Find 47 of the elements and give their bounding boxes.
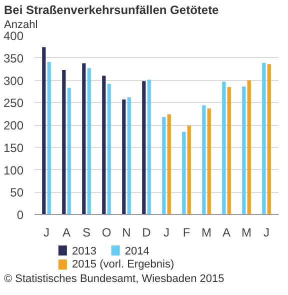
x-tick-label: J [264, 226, 270, 240]
bar [107, 84, 111, 214]
chart-title: Bei Straßenverkehrsunfällen Getötete [4, 2, 219, 19]
x-tick-label: J [44, 226, 50, 240]
bar [102, 76, 106, 214]
legend-label: 2013 [72, 246, 97, 258]
y-tick-label: 150 [3, 140, 24, 155]
y-tick-label: 250 [3, 96, 24, 110]
x-tick-label: J [164, 226, 170, 240]
bar [142, 81, 146, 214]
x-tick-label: M [242, 226, 252, 240]
bar [207, 108, 211, 214]
x-tick-label: A [222, 226, 231, 240]
bar [42, 47, 46, 214]
bar [122, 99, 126, 214]
bar [87, 68, 91, 214]
y-tick-label: 350 [3, 51, 24, 66]
x-tick-label: F [182, 226, 190, 240]
y-tick-label: 50 [10, 186, 24, 200]
bar [202, 105, 206, 214]
x-tick-label: S [82, 226, 91, 240]
legend-label: 2015 (vorl. Ergebnis) [72, 258, 174, 270]
bar [247, 80, 251, 214]
x-tick-label: O [102, 226, 112, 240]
bar [47, 62, 51, 214]
legend-label: 2014 [124, 246, 150, 258]
bar [242, 86, 246, 214]
bar [82, 63, 86, 214]
y-tick-label: 300 [3, 74, 24, 88]
y-tick-label: 400 [3, 29, 24, 43]
x-tick-label: A [62, 226, 71, 240]
x-tick-label: N [122, 226, 131, 240]
bar [262, 62, 266, 214]
text: © Statistisches Bundesamt, Wiesbaden 2015 [4, 272, 224, 287]
bar [222, 82, 226, 214]
bar [62, 70, 66, 214]
bar [187, 125, 191, 214]
x-tick-label: D [142, 226, 152, 240]
y-tick-label: 200 [3, 118, 24, 132]
bar [267, 64, 271, 214]
y-tick-label: 0 [16, 208, 24, 222]
y-axis-title: Anzahl [4, 18, 38, 32]
bar [67, 88, 71, 214]
bar [167, 114, 171, 214]
bar [227, 86, 231, 214]
x-tick-label: M [202, 226, 212, 240]
y-tick-label: 100 [3, 163, 24, 178]
